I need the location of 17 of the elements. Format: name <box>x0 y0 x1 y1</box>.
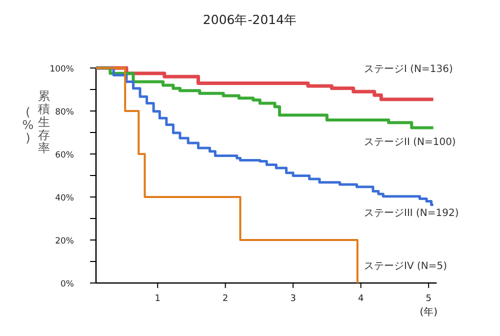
y-tick-label: 20% <box>55 236 74 246</box>
y-tick-label: 0% <box>60 280 74 290</box>
series-label: ステージIII (N=192) <box>364 208 459 219</box>
y-tick-label: 80% <box>55 108 74 118</box>
series-label: ステージIV (N=5) <box>364 261 448 272</box>
chart-title: 2006年-2014年 <box>202 12 298 27</box>
series-label: ステージI (N=136) <box>364 64 453 75</box>
y-tick-label: 40% <box>55 194 74 204</box>
x-tick-label: 1 <box>154 294 161 304</box>
y-tick-label: 100% <box>50 64 74 74</box>
x-tick-label: 5 <box>426 294 432 304</box>
y-tick-label: 60% <box>55 150 74 160</box>
x-axis-title: (年) <box>420 306 438 318</box>
x-tick-label: 3 <box>290 294 296 304</box>
series-label: ステージII (N=100) <box>364 137 456 148</box>
x-tick-label: 2 <box>222 294 228 304</box>
x-tick-label: 4 <box>358 294 364 304</box>
